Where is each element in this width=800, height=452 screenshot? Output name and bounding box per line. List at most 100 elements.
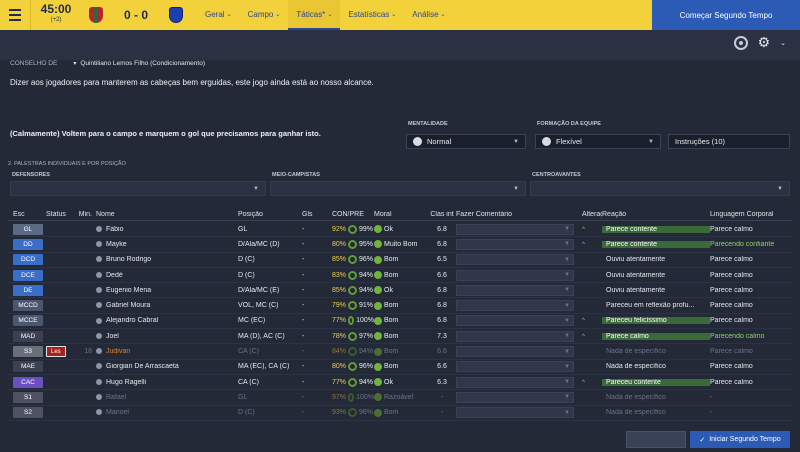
table-row[interactable]: GL Fábio GL - 92% 99% Ok 6.8 ▼ ^ Parece c… (8, 222, 792, 238)
col-status[interactable]: Status (46, 210, 66, 218)
player-name-cell[interactable]: Judivan (96, 348, 238, 355)
comment-dropdown[interactable]: ▼ (456, 269, 574, 281)
instructions-button[interactable]: Instruções (10) (668, 134, 790, 149)
player-name-cell[interactable]: Mayke (96, 241, 238, 248)
info-icon[interactable] (96, 363, 102, 370)
player-name[interactable]: Bruno Rodrigo (106, 256, 152, 264)
col-position[interactable]: Posição (238, 210, 263, 218)
team-talk-text[interactable]: (Calmamente) Voltem para o campo e marqu… (10, 129, 321, 138)
position-badge[interactable]: S3 (13, 346, 43, 358)
player-name[interactable]: Eugenio Mena (106, 286, 152, 294)
player-name-cell[interactable]: Gabriel Moura (96, 302, 238, 309)
comment-dropdown[interactable]: ▼ (456, 407, 574, 419)
info-icon[interactable] (96, 394, 102, 401)
player-name-cell[interactable]: Eugenio Mena (96, 287, 238, 294)
info-icon[interactable] (96, 225, 102, 232)
player-name-cell[interactable]: Bruno Rodrigo (96, 256, 238, 263)
col-rating[interactable]: Clas int (430, 210, 454, 218)
record-icon[interactable] (733, 35, 748, 50)
col-morale[interactable]: Moral (374, 210, 392, 218)
position-badge[interactable]: DD (13, 238, 43, 250)
col-goals[interactable]: Gls (302, 210, 313, 218)
position-badge[interactable]: DCD (13, 254, 43, 266)
table-row[interactable]: DE Eugenio Mena D/Ala/MC (E) - 85% 94% Ok… (8, 283, 792, 299)
advisor-selector[interactable]: ▾ Quintiliano Lemos Filho (Condicionamen… (73, 60, 205, 67)
info-icon[interactable] (96, 409, 102, 416)
comment-dropdown[interactable]: ▼ (456, 330, 574, 342)
nav-tab[interactable]: Campo ⌄ (240, 0, 289, 30)
position-badge[interactable]: S2 (13, 407, 43, 419)
info-icon[interactable] (96, 317, 102, 324)
player-name-cell[interactable]: Fábio (96, 226, 238, 233)
player-name-cell[interactable]: Dedé (96, 272, 238, 279)
info-icon[interactable] (96, 271, 102, 278)
player-name[interactable]: Rafael (106, 393, 127, 401)
info-icon[interactable] (96, 256, 102, 263)
table-row[interactable]: S2 Manoel D (C) - 93% 96% Bom - ▼ Nada de… (8, 406, 792, 421)
player-name[interactable]: Gabriel Moura (106, 302, 151, 310)
player-name[interactable]: Dedé (106, 271, 123, 279)
player-name-cell[interactable]: Hugo Ragelli (96, 379, 238, 386)
col-esc[interactable]: Esc (13, 210, 25, 218)
nav-tab[interactable]: Análise ⌄ (404, 0, 453, 30)
nav-tab[interactable]: Geral ⌄ (197, 0, 240, 30)
table-row[interactable]: DCD Bruno Rodrigo D (C) - 85% 96% Bom 6.5… (8, 253, 792, 268)
player-name-cell[interactable]: Joel (96, 333, 238, 340)
position-badge[interactable]: DCE (13, 269, 43, 281)
info-icon[interactable] (96, 332, 102, 339)
table-row[interactable]: DCE Dedé D (C) - 83% 94% Bom 6.6 ▼ Ouviu … (8, 268, 792, 284)
info-icon[interactable] (96, 378, 102, 385)
menu-icon[interactable] (0, 0, 30, 30)
table-row[interactable]: MCCE Alejandro Cabral MC (EC) - 77% 100% … (8, 314, 792, 330)
col-comment[interactable]: Fazer Comentário (456, 210, 513, 218)
col-body-language[interactable]: Linguagem Corporal (710, 210, 774, 218)
col-min[interactable]: Min. (78, 210, 92, 218)
position-badge[interactable]: MCCD (13, 300, 43, 312)
start-second-half-top-button[interactable]: Começar Segundo Tempo (652, 0, 800, 30)
player-name[interactable]: Alejandro Cabral (106, 317, 159, 325)
info-icon[interactable] (96, 348, 102, 355)
player-name-cell[interactable]: Rafael (96, 394, 238, 401)
info-icon[interactable] (96, 286, 102, 293)
position-badge[interactable]: MAE (13, 361, 43, 373)
position-badge[interactable]: MAD (13, 330, 43, 342)
table-row[interactable]: S1 Rafael GL - 97% 100% Razoável - ▼ Nada… (8, 390, 792, 406)
nav-tab[interactable]: Estatísticas ⌄ (340, 0, 404, 30)
position-badge[interactable]: GL (13, 223, 43, 235)
player-name[interactable]: Giorgian De Arrascaeta (106, 363, 179, 371)
start-second-half-button[interactable]: ✓ Iniciar Segundo Tempo (690, 431, 790, 448)
col-reaction[interactable]: Reação (602, 210, 627, 218)
player-name[interactable]: Mayke (106, 240, 127, 248)
info-icon[interactable] (96, 241, 102, 248)
player-name[interactable]: Hugo Ragelli (106, 378, 147, 386)
formation-dropdown[interactable]: Flexível ▼ (535, 134, 661, 149)
defenders-talk-dropdown[interactable]: ▼ (10, 181, 266, 196)
comment-dropdown[interactable]: ▼ (456, 391, 574, 403)
col-condition[interactable]: CON/PRE (332, 210, 364, 218)
player-name[interactable]: Judivan (106, 348, 131, 356)
midfielders-talk-dropdown[interactable]: ▼ (270, 181, 526, 196)
chevron-down-icon[interactable]: ⌄ (780, 39, 786, 47)
table-row[interactable]: CAC Hugo Ragelli CA (C) - 77% 94% Ok 6.3 … (8, 375, 792, 391)
position-badge[interactable]: DE (13, 284, 43, 296)
table-row[interactable]: MAE Giorgian De Arrascaeta MA (EC), CA (… (8, 360, 792, 375)
comment-dropdown[interactable]: ▼ (456, 238, 574, 250)
table-row[interactable]: DD Mayke D/Ala/MC (D) - 80% 95% Muito Bom… (8, 237, 792, 253)
table-row[interactable]: MCCD Gabriel Moura VOL, MC (C) - 79% 91% … (8, 298, 792, 314)
col-name[interactable]: Nome (96, 210, 115, 218)
comment-dropdown[interactable]: ▼ (456, 223, 574, 235)
col-change[interactable]: Alteraç (582, 210, 602, 218)
position-badge[interactable]: S1 (13, 391, 43, 403)
table-row[interactable]: S3 Les 18 Judivan CA (C) - 84% 94% Bom 6.… (8, 344, 792, 360)
mentality-dropdown[interactable]: Normal ▼ (406, 134, 526, 149)
comment-dropdown[interactable]: ▼ (456, 300, 574, 312)
player-name[interactable]: Joel (106, 332, 119, 340)
comment-dropdown[interactable]: ▼ (456, 315, 574, 327)
comment-dropdown[interactable]: ▼ (456, 346, 574, 358)
gear-icon[interactable]: ⚙ (757, 34, 771, 50)
player-name[interactable]: Fábio (106, 225, 124, 233)
info-icon[interactable] (96, 302, 102, 309)
table-row[interactable]: MAD Joel MA (D), AC (C) - 78% 97% Bom 7.3… (8, 329, 792, 345)
forwards-talk-dropdown[interactable]: ▼ (530, 181, 790, 196)
nav-tab[interactable]: Táticas* ⌄ (288, 0, 341, 30)
